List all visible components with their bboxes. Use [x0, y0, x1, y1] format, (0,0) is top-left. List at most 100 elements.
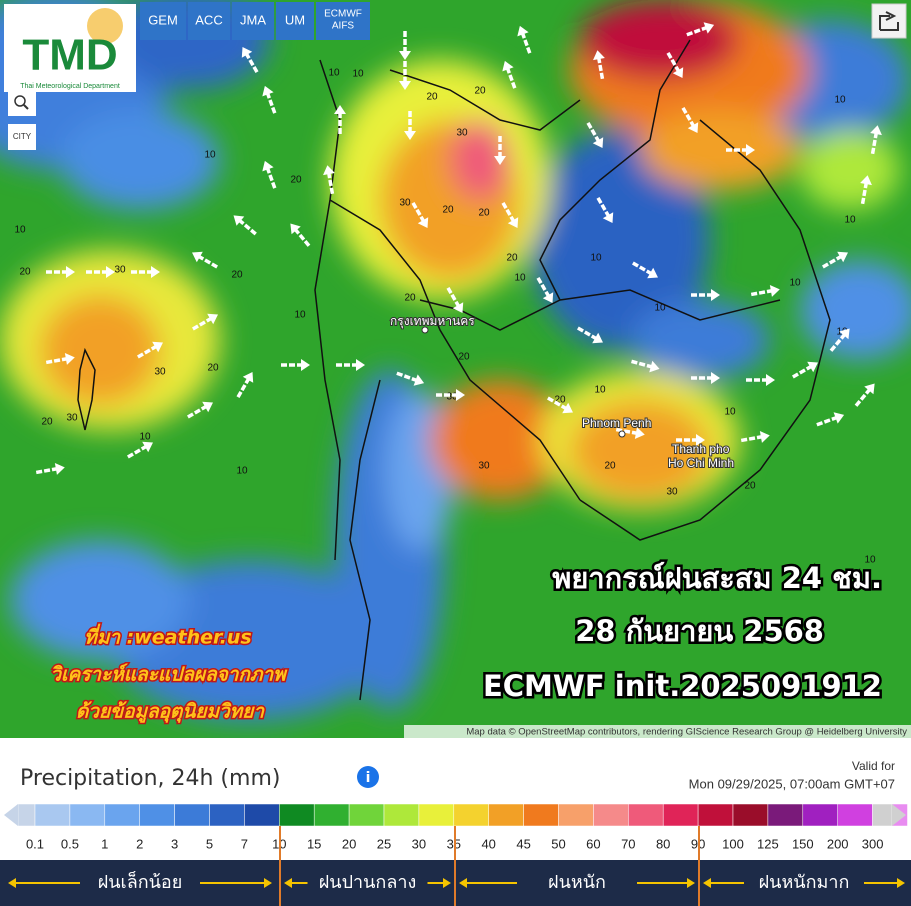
- scale-label: 7: [241, 836, 248, 851]
- headline-line: 28 กันยายน 2568: [575, 614, 824, 648]
- wind-arrow: [681, 107, 699, 133]
- arrow-shaft: [792, 364, 813, 379]
- arrow-head: [494, 156, 506, 165]
- contour-label: 20: [554, 395, 566, 406]
- share-button[interactable]: [871, 3, 907, 39]
- arrow-head: [562, 402, 573, 414]
- arrow-head: [152, 341, 163, 353]
- arrow-head: [769, 285, 780, 297]
- wind-arrow: [631, 359, 660, 373]
- share-bg: [871, 3, 907, 39]
- model-button[interactable]: ACC: [188, 2, 230, 40]
- arrow-head: [837, 251, 848, 263]
- arrow-head: [839, 328, 850, 340]
- map[interactable]: 10 10 20 20 10 10 20 30 30 20 20 30 10 10 10 20 20 30 30 20…: [0, 0, 911, 738]
- contour-label: 20: [426, 92, 438, 103]
- logo[interactable]: TMD Thai Meteorological Department: [4, 4, 136, 92]
- arrow-shaft: [860, 181, 869, 205]
- arrow-shaft: [411, 202, 426, 223]
- category-dividers: [279, 826, 700, 906]
- arrow-head: [404, 131, 416, 140]
- contour-label: 30: [66, 413, 78, 424]
- zoom-button[interactable]: [8, 92, 36, 116]
- contour-label: 20: [744, 481, 756, 492]
- contour-labels: 10 10 20 20 10 10 20 30 30 20 20 30 10 10 10 20 20 30 30 20…: [14, 68, 876, 566]
- contour-label: 10: [139, 432, 151, 443]
- arrow-shaft: [536, 277, 551, 298]
- button-bg: [276, 2, 314, 40]
- arrow-head: [262, 85, 274, 97]
- arrow-head: [833, 412, 845, 424]
- arrow-head: [897, 878, 905, 888]
- wind-arrow: [290, 223, 311, 247]
- scale-label: 100: [722, 836, 744, 851]
- scale-label: 1: [101, 836, 108, 851]
- contour-label: 10: [590, 253, 602, 264]
- contour-label: 20: [404, 293, 416, 304]
- categories: ฝนเล็กน้อย ฝนปานกลาง ฝนหนัก ฝนหนักมาก: [8, 870, 905, 893]
- model-button[interactable]: GEM: [140, 2, 186, 40]
- model-button[interactable]: JMA: [232, 2, 274, 40]
- scale-label: 60: [586, 836, 600, 851]
- headline: พยากรณ์ฝนสะสม 24 ชม. 28 กันยายน 2568 ECM…: [480, 559, 884, 706]
- wind-arrow: [131, 266, 160, 278]
- category-label: ฝนหนักมาก: [759, 872, 850, 893]
- scale-label: 70: [621, 836, 635, 851]
- category-label: ฝนปานกลาง: [319, 872, 417, 893]
- color-cell: [523, 803, 559, 827]
- wind-arrow: [792, 361, 818, 379]
- wind-arrow: [547, 396, 573, 414]
- city-toggle[interactable]: CITY: [8, 124, 36, 150]
- contour-label: 20: [478, 208, 490, 219]
- category-label: ฝนหนัก: [548, 872, 606, 893]
- arrow-shaft: [596, 56, 605, 80]
- arrow-shaft: [35, 466, 59, 475]
- source-line: ด้วยข้อมูลอุตุนิยมวิทยา: [76, 701, 265, 724]
- arrow-head: [413, 374, 425, 386]
- contour-label: 10: [844, 215, 856, 226]
- model-button[interactable]: UM: [276, 2, 314, 40]
- arrow-shaft: [446, 287, 461, 308]
- contour-label: 10: [834, 95, 846, 106]
- scale-label: 150: [792, 836, 814, 851]
- wind-arrow: [187, 401, 213, 419]
- arrow-head: [264, 878, 272, 888]
- scale-label: 80: [656, 836, 670, 851]
- scale-label: 5: [206, 836, 213, 851]
- zoom-bg: [8, 92, 36, 116]
- arrow-shaft: [586, 122, 601, 143]
- wind-arrow: [334, 105, 346, 134]
- wind-arrow: [192, 313, 218, 331]
- contour-label: 20: [604, 461, 616, 472]
- arrow-head: [66, 266, 75, 278]
- scale-label: 125: [757, 836, 779, 851]
- arrow-head: [290, 223, 301, 235]
- info-button[interactable]: i: [357, 766, 379, 788]
- wind-arrow: [411, 202, 429, 228]
- wind-arrow: [436, 389, 465, 401]
- arrow-head: [711, 372, 720, 384]
- contour-label: 30: [666, 487, 678, 498]
- arrow-shaft: [829, 332, 847, 352]
- wind-arrow: [262, 85, 277, 114]
- wind-arrow: [501, 202, 519, 228]
- contour-label: 10: [204, 150, 216, 161]
- place-dot: [618, 430, 626, 438]
- scale-label: 300: [862, 836, 884, 851]
- color-bar: [4, 803, 908, 827]
- color-cell: [802, 803, 838, 827]
- scale-label: 30: [412, 836, 426, 851]
- arrow-shaft: [187, 404, 208, 419]
- arrow-head: [334, 105, 346, 114]
- arrow-head: [864, 383, 875, 395]
- wind-arrow: [127, 441, 153, 459]
- color-cell: [453, 803, 489, 827]
- color-cell: [418, 803, 455, 827]
- arrow-head: [356, 359, 365, 371]
- contour-label: 30: [456, 128, 468, 139]
- place-label: กรุงเทพมหานคร: [390, 314, 475, 329]
- arrow-shaft: [854, 387, 872, 407]
- color-cell: [69, 803, 106, 827]
- arrow-head: [687, 122, 699, 133]
